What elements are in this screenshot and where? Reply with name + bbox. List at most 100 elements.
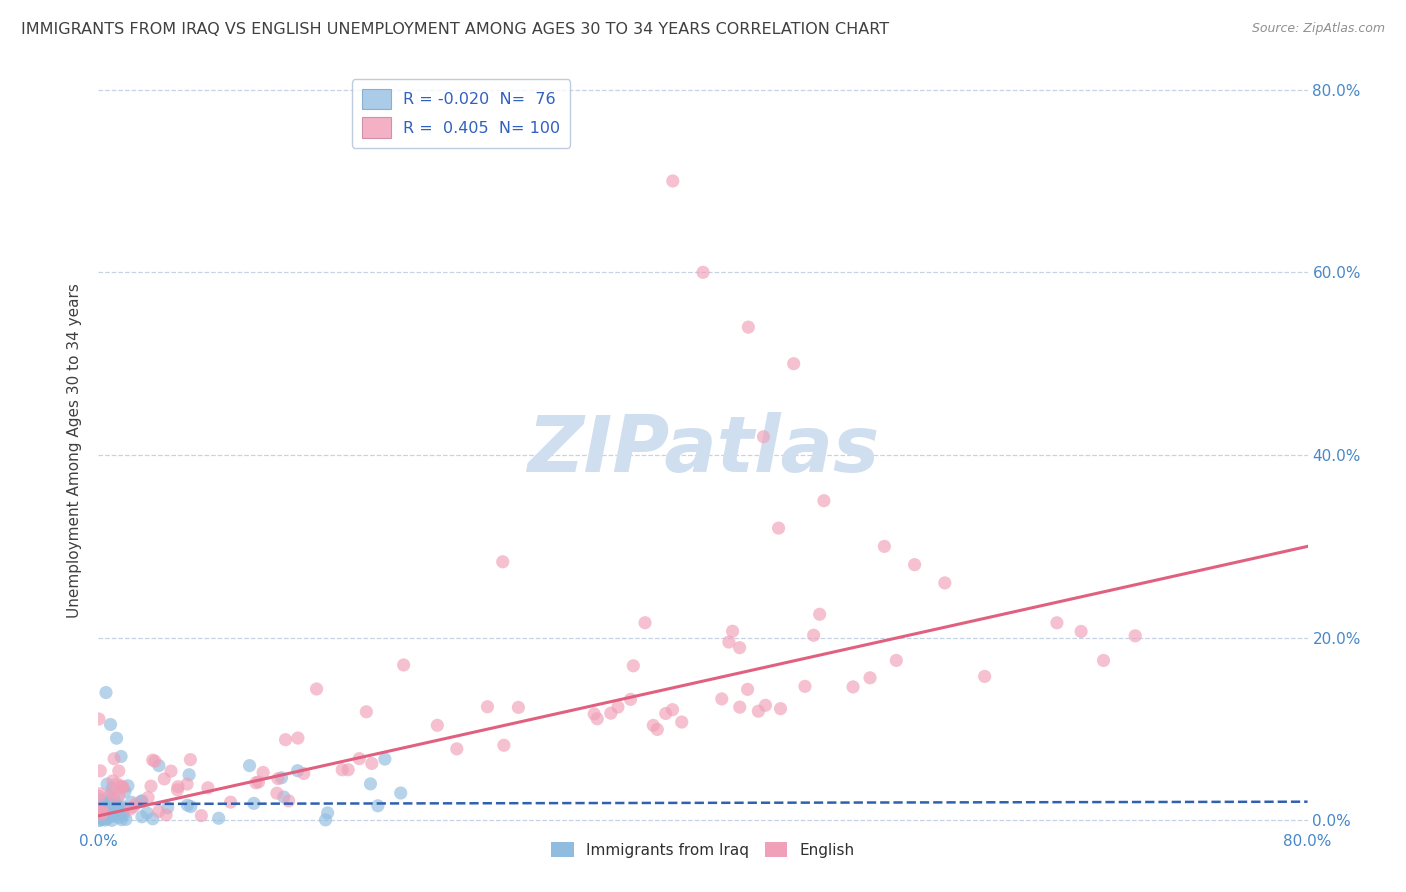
Point [747,704,769,718]
Point [131,794,153,808]
Point [153,772,176,786]
Point [97,801,120,815]
Point [93,805,115,820]
Point [374,752,396,766]
Point [583,706,606,721]
Point [89,764,111,778]
Point [108,810,131,824]
Point [96,812,118,826]
Point [90,807,112,822]
Point [661,703,683,717]
Point [619,692,641,706]
Point [661,174,683,188]
Point [98,789,121,803]
Point [107,799,129,814]
Point [710,692,733,706]
Point [492,738,515,752]
Point [89,792,111,806]
Point [107,796,129,810]
Point [973,669,995,683]
Point [96,796,118,810]
Point [873,540,896,554]
Point [107,764,129,778]
Point [110,813,132,827]
Point [148,758,170,772]
Point [859,671,882,685]
Point [160,764,183,778]
Point [114,784,136,798]
Y-axis label: Unemployment Among Ages 30 to 34 years: Unemployment Among Ages 30 to 34 years [67,283,83,618]
Point [176,798,198,813]
Point [813,493,835,508]
Point [197,780,219,795]
Point [98,807,121,822]
Text: ZIPatlas: ZIPatlas [527,412,879,489]
Point [105,731,128,746]
Point [1046,615,1069,630]
Point [337,763,360,777]
Point [100,805,122,819]
Point [167,780,190,794]
Point [1070,624,1092,639]
Point [219,795,242,809]
Point [808,607,831,622]
Point [131,794,153,808]
Point [120,802,142,816]
Point [90,811,112,825]
Text: Source: ZipAtlas.com: Source: ZipAtlas.com [1251,22,1385,36]
Point [190,808,212,822]
Point [904,558,927,572]
Point [93,810,115,824]
Point [91,812,114,826]
Point [155,808,177,822]
Point [97,807,120,822]
Point [292,766,315,780]
Point [101,814,124,828]
Point [143,754,166,768]
Point [1092,653,1115,667]
Point [94,813,117,827]
Point [270,771,292,785]
Point [349,751,371,765]
Point [89,813,111,827]
Point [426,718,449,732]
Point [180,799,202,814]
Point [243,797,266,811]
Point [266,786,288,800]
Point [305,681,328,696]
Legend: Immigrants from Iraq, English: Immigrants from Iraq, English [546,836,860,863]
Point [111,805,134,819]
Point [599,706,621,721]
Point [87,789,110,804]
Point [89,787,111,801]
Point [98,796,121,810]
Point [87,803,110,817]
Point [508,700,530,714]
Point [110,749,132,764]
Point [101,773,124,788]
Point [87,797,110,812]
Point [115,813,138,827]
Point [111,805,134,819]
Point [136,805,159,820]
Point [111,779,134,793]
Point [105,777,128,791]
Point [367,798,389,813]
Point [252,765,274,780]
Point [100,785,122,799]
Point [110,780,132,794]
Point [607,700,630,714]
Point [91,802,114,816]
Point [97,809,120,823]
Point [728,700,751,714]
Point [356,705,378,719]
Point [96,777,118,791]
Point [179,753,201,767]
Text: IMMIGRANTS FROM IRAQ VS ENGLISH UNEMPLOYMENT AMONG AGES 30 TO 34 YEARS CORRELATI: IMMIGRANTS FROM IRAQ VS ENGLISH UNEMPLOY… [21,22,889,37]
Point [842,680,865,694]
Point [142,812,165,826]
Point [754,698,776,713]
Point [108,789,131,803]
Point [647,723,669,737]
Point [721,624,744,639]
